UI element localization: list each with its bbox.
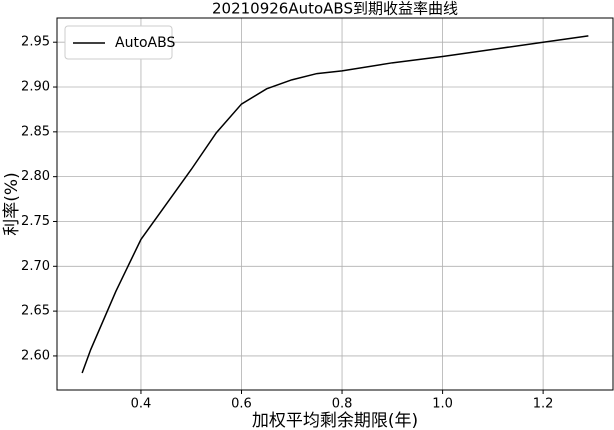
legend: AutoABS <box>64 25 175 60</box>
x-tick-label: 0.4 <box>131 397 152 412</box>
x-tick-label: 1.0 <box>432 397 453 412</box>
y-tick-label: 2.65 <box>21 304 50 319</box>
y-tick-label: 2.60 <box>21 348 50 363</box>
y-tick-label: 2.85 <box>21 124 50 139</box>
y-axis-label: 利率(%) <box>2 172 22 235</box>
x-axis-label: 加权平均剩余期限(年) <box>252 411 418 430</box>
x-tick-label: 1.2 <box>533 397 554 412</box>
line <box>81 35 589 374</box>
x-tick-label: 0.8 <box>332 397 353 412</box>
x-tick-label: 0.6 <box>231 397 252 412</box>
y-tick-label: 2.80 <box>21 169 50 184</box>
chart-title: 20210926AutoABS到期收益率曲线 <box>212 0 458 18</box>
legend-label: AutoABS <box>115 35 175 51</box>
y-tick-label: 2.75 <box>21 214 50 229</box>
y-tick-label: 2.95 <box>21 35 50 50</box>
legend-box <box>64 25 173 60</box>
y-tick-label: 2.70 <box>21 259 50 274</box>
plot-frame <box>56 17 614 391</box>
y-tick-label: 2.90 <box>21 80 50 95</box>
